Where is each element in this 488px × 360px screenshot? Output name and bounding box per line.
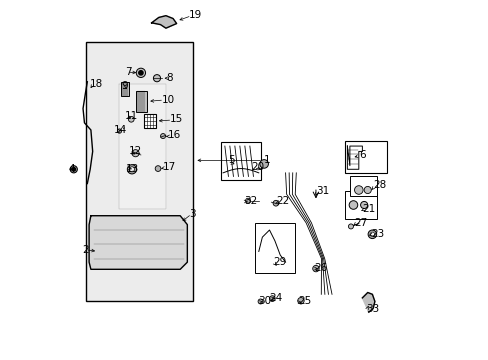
Polygon shape: [362, 293, 374, 312]
Text: 33: 33: [365, 303, 378, 314]
Text: 14: 14: [114, 125, 127, 135]
Text: 29: 29: [272, 257, 286, 267]
Text: 31: 31: [315, 186, 328, 196]
Circle shape: [258, 299, 263, 304]
Bar: [136, 91, 146, 112]
Bar: [144, 114, 156, 128]
Circle shape: [259, 159, 268, 168]
Text: 21: 21: [362, 203, 375, 213]
Text: 25: 25: [298, 296, 311, 306]
Circle shape: [348, 201, 357, 209]
Circle shape: [364, 186, 370, 194]
Text: 24: 24: [269, 293, 282, 303]
Text: 5: 5: [228, 156, 235, 165]
Circle shape: [132, 150, 139, 157]
Text: 15: 15: [170, 114, 183, 124]
Circle shape: [245, 198, 250, 203]
Circle shape: [348, 224, 353, 229]
Text: 28: 28: [372, 180, 386, 190]
Text: 9: 9: [121, 81, 128, 91]
Bar: [85, 42, 192, 301]
Circle shape: [269, 296, 275, 301]
Circle shape: [70, 166, 77, 173]
Text: 1: 1: [264, 156, 270, 165]
Bar: [221, 143, 260, 180]
Bar: [349, 176, 376, 196]
Text: 2: 2: [82, 245, 88, 255]
Text: 12: 12: [128, 147, 142, 157]
Circle shape: [369, 232, 374, 237]
Circle shape: [128, 116, 134, 122]
Text: 26: 26: [313, 262, 327, 273]
Text: 32: 32: [244, 196, 257, 206]
Circle shape: [153, 75, 160, 82]
Polygon shape: [89, 216, 187, 269]
Circle shape: [160, 134, 165, 139]
Bar: [344, 191, 376, 219]
Text: 22: 22: [276, 197, 289, 206]
Text: 13: 13: [125, 163, 139, 174]
Text: 7: 7: [124, 67, 131, 77]
Text: 23: 23: [370, 229, 384, 239]
Text: 6: 6: [358, 150, 365, 160]
Text: 11: 11: [124, 111, 138, 121]
Circle shape: [354, 186, 363, 194]
Circle shape: [117, 129, 122, 133]
Text: 30: 30: [258, 296, 271, 306]
Text: 20: 20: [251, 162, 264, 172]
Polygon shape: [151, 16, 176, 28]
Text: 16: 16: [167, 130, 181, 140]
Bar: [121, 82, 129, 96]
Text: 27: 27: [354, 218, 367, 228]
Circle shape: [127, 165, 136, 174]
Circle shape: [367, 230, 376, 239]
Text: 17: 17: [162, 162, 175, 172]
Circle shape: [72, 167, 75, 171]
Text: 10: 10: [162, 95, 174, 105]
Circle shape: [155, 166, 161, 171]
Text: 19: 19: [189, 10, 202, 20]
Circle shape: [297, 297, 304, 304]
Text: 18: 18: [90, 79, 103, 89]
Text: 3: 3: [189, 209, 195, 219]
Circle shape: [136, 68, 145, 77]
Bar: [255, 223, 294, 273]
Circle shape: [360, 202, 367, 208]
Bar: [344, 141, 386, 173]
Circle shape: [272, 201, 278, 206]
Text: 8: 8: [165, 73, 172, 83]
Circle shape: [139, 71, 143, 75]
Circle shape: [129, 167, 134, 172]
Circle shape: [312, 265, 319, 272]
Text: 4: 4: [69, 164, 75, 174]
Polygon shape: [119, 84, 165, 208]
